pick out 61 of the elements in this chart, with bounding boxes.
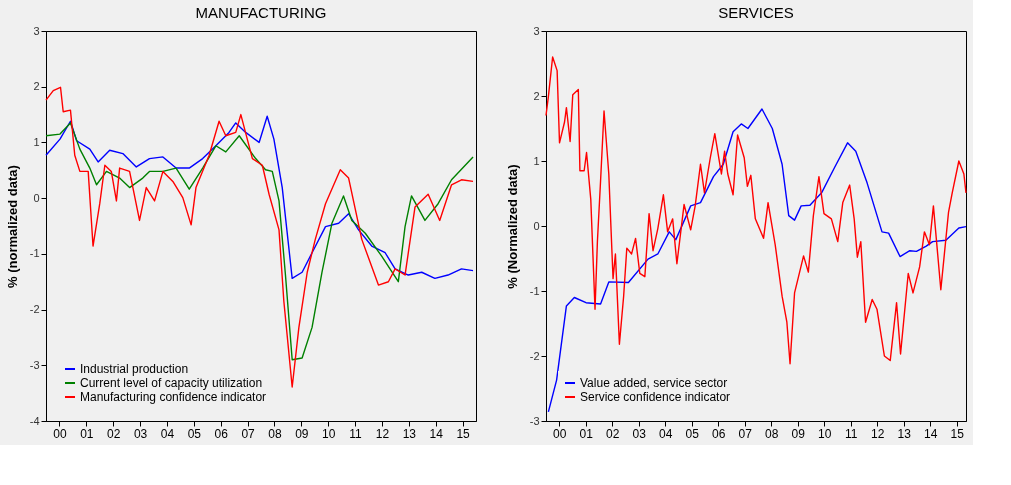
x-tick-label: 15: [456, 426, 471, 441]
y-tick-label: -1: [529, 284, 540, 297]
x-tick-label: 03: [632, 426, 647, 441]
y-tick-label: -4: [29, 414, 40, 427]
line-series: [547, 108, 967, 413]
line-series: [45, 115, 474, 280]
y-axis-title: % (normalized data): [4, 165, 20, 288]
y-tick-label: 0: [533, 219, 540, 232]
chart-title: SERVICES: [718, 4, 794, 21]
y-tick-label: -2: [29, 303, 40, 316]
y-tick-label: -3: [529, 414, 540, 427]
x-tick-label: 06: [214, 426, 229, 441]
x-tick-label: 05: [685, 426, 700, 441]
y-tick-label: 3: [533, 24, 540, 37]
x-tick-label: 11: [349, 426, 363, 441]
chart-title: MANUFACTURING: [195, 4, 327, 21]
legend-label: Value added, service sector: [580, 376, 728, 390]
x-tick-label: 03: [133, 426, 148, 441]
legend-label: Industrial production: [80, 362, 189, 376]
x-tick-label: 07: [241, 426, 256, 441]
x-tick-label: 01: [579, 426, 594, 441]
x-tick-label: 13: [897, 426, 912, 441]
y-tick-label: -3: [29, 358, 40, 371]
x-tick-label: 01: [80, 426, 94, 441]
x-tick-label: 04: [160, 426, 175, 441]
x-tick-label: 11: [845, 426, 858, 441]
legend-label: Manufacturing confidence indicator: [80, 390, 267, 404]
y-tick-label: -2: [529, 349, 540, 362]
x-tick-label: 08: [268, 426, 282, 441]
x-tick-label: 15: [950, 426, 965, 441]
line-series: [45, 122, 474, 361]
legend-label: Current level of capacity utilization: [80, 376, 263, 390]
x-tick-label: 08: [765, 426, 779, 441]
line-series: [45, 86, 474, 388]
y-tick-label: 1: [533, 154, 540, 167]
y-tick-label: 0: [33, 191, 40, 204]
y-tick-label: 2: [533, 89, 540, 102]
y-axis-title: % (Normalized data): [504, 164, 520, 289]
y-tick-label: 2: [33, 80, 40, 93]
line-series: [545, 56, 967, 365]
x-tick-label: 09: [295, 426, 309, 441]
x-tick-label: 00: [53, 426, 67, 441]
x-tick-label: 09: [791, 426, 806, 441]
x-tick-label: 10: [818, 426, 832, 441]
y-tick-label: -1: [29, 247, 40, 260]
x-tick-label: 05: [187, 426, 202, 441]
x-tick-label: 02: [107, 426, 121, 441]
x-tick-label: 14: [924, 426, 938, 441]
x-tick-label: 12: [871, 426, 885, 441]
x-tick-label: 13: [402, 426, 417, 441]
y-tick-label: 3: [33, 24, 40, 37]
x-tick-label: 00: [553, 426, 567, 441]
x-tick-label: 04: [659, 426, 673, 441]
x-tick-label: 06: [712, 426, 726, 441]
x-tick-label: 12: [375, 426, 390, 441]
y-tick-label: 1: [33, 135, 40, 148]
x-tick-label: 07: [738, 426, 753, 441]
x-tick-label: 10: [322, 426, 336, 441]
x-tick-label: 02: [606, 426, 620, 441]
legend-label: Service confidence indicator: [580, 390, 731, 404]
x-tick-label: 14: [429, 426, 444, 441]
